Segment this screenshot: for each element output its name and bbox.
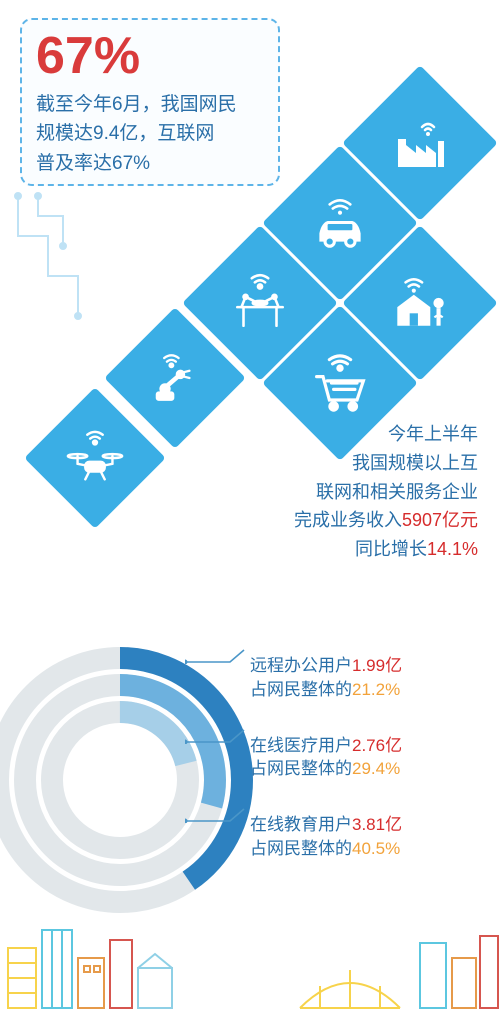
leader-line — [185, 807, 250, 823]
leader-line — [185, 728, 250, 744]
stat-remote-work: 远程办公用户1.99亿 占网民整体的21.2% — [250, 648, 490, 702]
diamond-home — [342, 225, 498, 381]
factory-icon — [388, 111, 452, 175]
diamond-robot-table — [182, 225, 338, 381]
robot-arm-icon — [146, 349, 204, 407]
stat-online-medical: 在线医疗用户2.76亿 占网民整体的29.4% — [250, 728, 490, 782]
donut-rings — [0, 640, 260, 920]
diamond-factory — [342, 65, 498, 221]
mid-text-block: 今年上半年 我国规模以上互 联网和相关服务企业 完成业务收入5907亿元 同比增… — [243, 420, 478, 564]
car-icon — [307, 190, 373, 256]
diamond-car — [262, 145, 418, 301]
stat-list: 远程办公用户1.99亿 占网民整体的21.2% 在线医疗用户2.76亿 占网民整… — [250, 648, 490, 887]
headline-box: 67% 截至今年6月，我国网民 规模达9.4亿，互联网 普及率达67% — [20, 18, 280, 186]
circuit-decor — [8, 190, 128, 330]
diamond-drone — [24, 387, 165, 528]
headline-pct: 67% — [36, 30, 264, 82]
drone-icon — [64, 427, 126, 489]
stat-online-education: 在线教育用户3.81亿 占网民整体的40.5% — [250, 807, 490, 861]
smart-home-icon — [387, 270, 453, 336]
headline-text: 截至今年6月，我国网民 规模达9.4亿，互联网 普及率达67% — [36, 90, 264, 178]
city-skyline — [0, 918, 500, 1013]
robot-arm-table-icon — [227, 270, 293, 336]
shopping-cart-icon — [306, 349, 374, 417]
leader-line — [185, 648, 250, 664]
